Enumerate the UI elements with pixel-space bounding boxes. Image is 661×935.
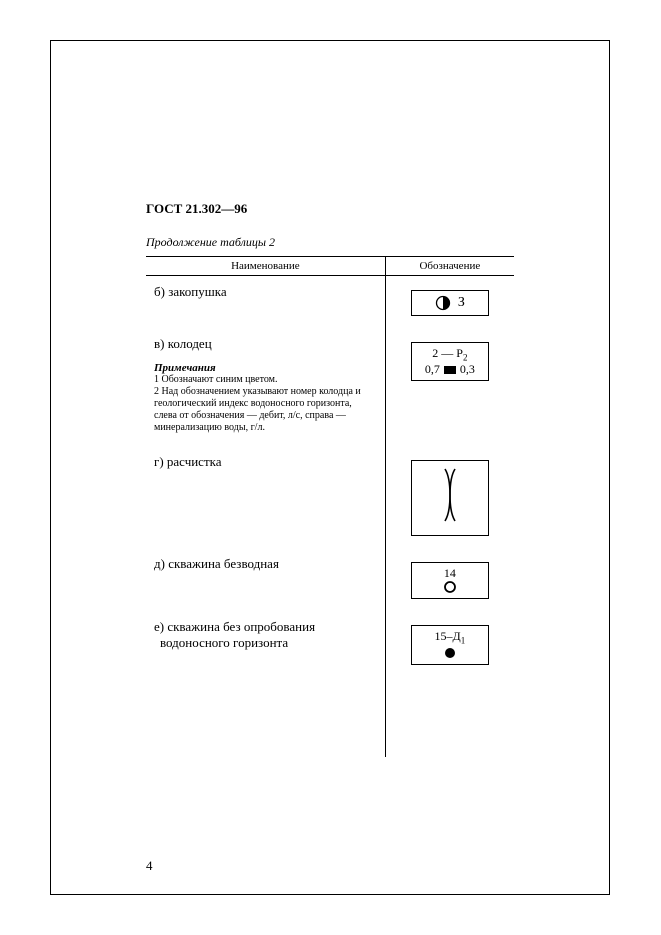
filled-circle-icon — [443, 646, 457, 660]
half-circle-icon — [435, 295, 451, 311]
row-label-d: д) скважина безводная — [154, 556, 377, 572]
table-row-spacer — [146, 677, 514, 757]
ring-icon — [443, 580, 457, 594]
col-name: Наименование — [146, 257, 385, 276]
borehole-number: 14 — [414, 567, 486, 580]
symbol-untested-borehole: 15–Д1 — [411, 625, 489, 665]
well-top-label: 2 — P2 — [414, 347, 486, 363]
borehole-number: 15–Д1 — [414, 630, 486, 646]
symbol-well: 2 — P2 0,7 0,3 — [411, 342, 489, 381]
row-label-e: е) скважина без опробования водоносного … — [154, 619, 377, 651]
document-page: ГОСТ 21.302—96 Продолжение таблицы 2 Наи… — [50, 40, 610, 895]
table-continuation: Продолжение таблицы 2 — [146, 235, 514, 250]
symbol-clearing — [411, 460, 489, 536]
standard-code: ГОСТ 21.302—96 — [146, 201, 514, 217]
symbol-dry-borehole: 14 — [411, 562, 489, 599]
page-number: 4 — [146, 858, 153, 874]
col-symbol: Обозначение — [385, 257, 514, 276]
well-icon — [442, 364, 458, 376]
table-row: г) расчистка — [146, 446, 514, 548]
table-row: д) скважина безводная 14 — [146, 548, 514, 611]
well-left: 0,7 — [425, 363, 440, 376]
notes-title: Примечания — [154, 362, 377, 374]
row-label-b: б) закопушка — [154, 284, 377, 300]
symbol-text: З — [458, 295, 465, 310]
table-row: е) скважина без опробования водоносного … — [146, 611, 514, 677]
row-label-v: в) колодец — [154, 336, 377, 352]
row-label-g: г) расчистка — [154, 454, 377, 470]
table-row: б) закопушка З — [146, 276, 514, 329]
notes-body: 1 Обозначают синим цветом. 2 Над обознач… — [154, 374, 377, 434]
symbol-zakopushka: З — [411, 290, 489, 316]
table-row: в) колодец Примечания 1 Обозначают синим… — [146, 328, 514, 446]
table-header-row: Наименование Обозначение — [146, 257, 514, 276]
symbols-table: Наименование Обозначение б) закопушка — [146, 256, 514, 757]
well-right: 0,3 — [460, 363, 475, 376]
clearing-icon — [435, 467, 465, 523]
